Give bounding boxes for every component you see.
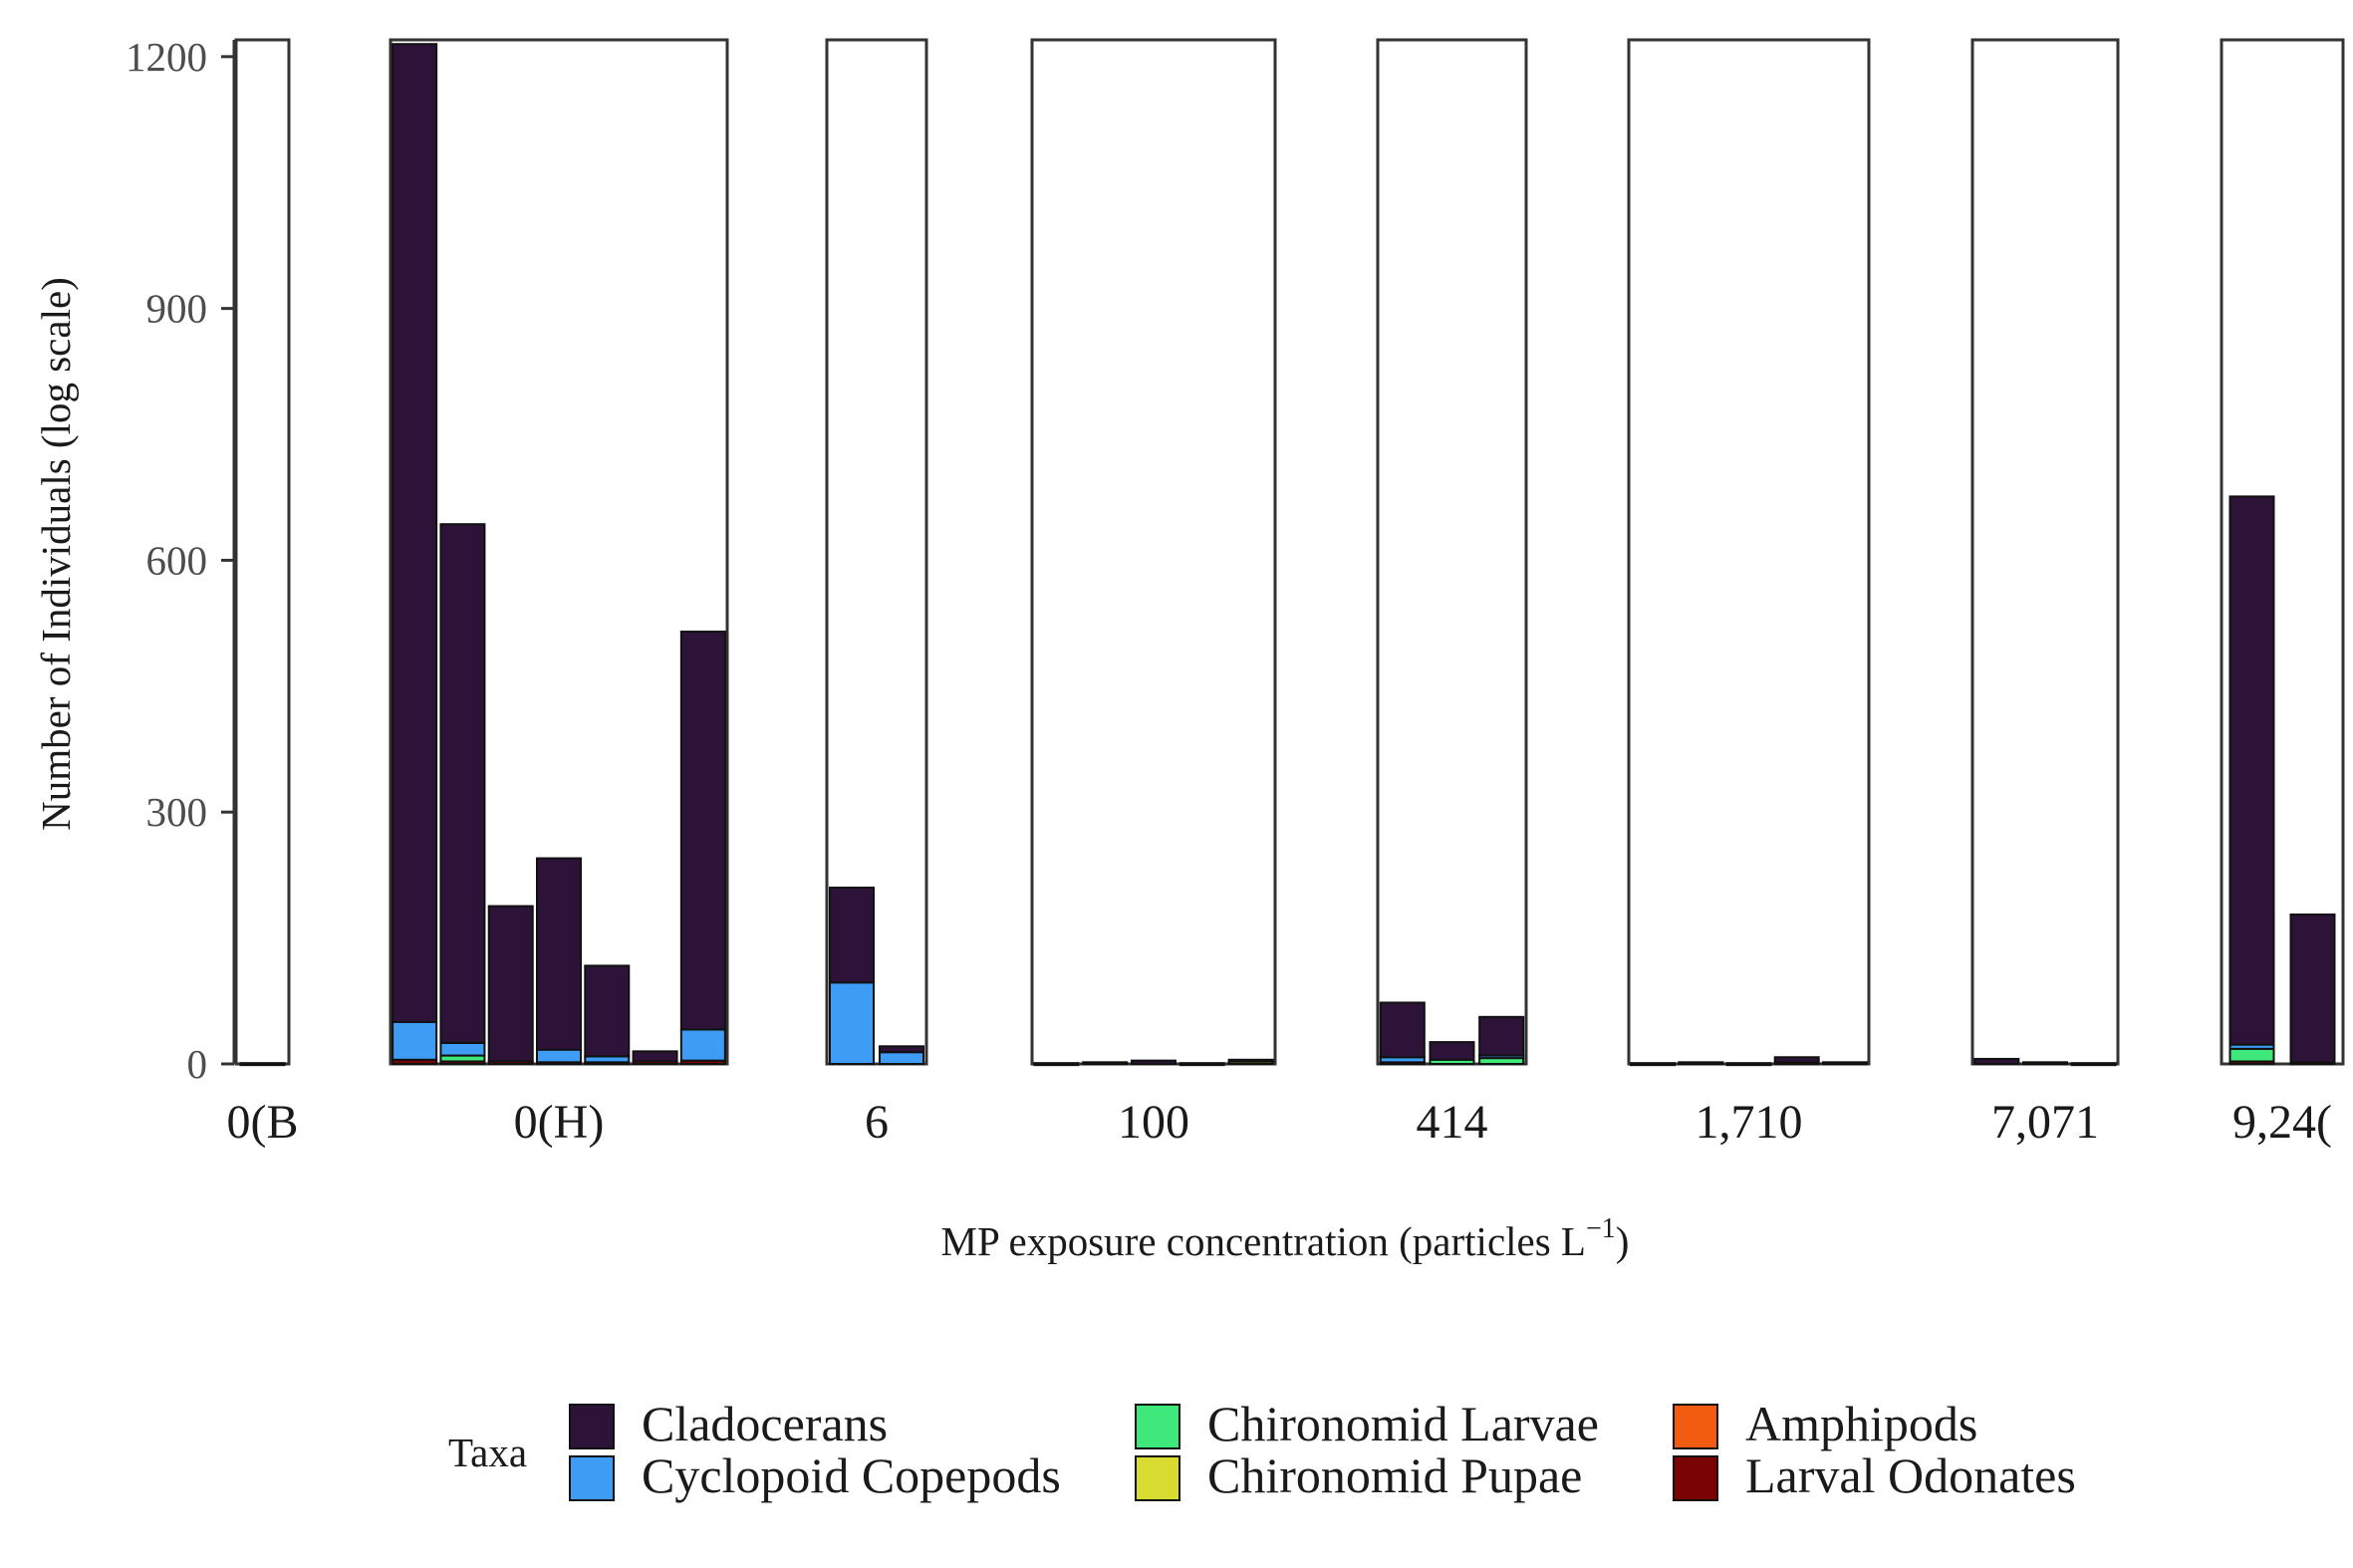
bar-segment <box>2289 914 2336 1064</box>
y-tick-label: 600 <box>146 537 208 583</box>
y-axis-title: Number of Individuals (log scale) <box>33 277 79 831</box>
bar-segment <box>1478 1015 1525 1057</box>
facet-panel-border <box>1970 38 2120 1066</box>
bar-segment <box>879 1051 924 1065</box>
bar-segment <box>439 1041 486 1057</box>
legend-item: Chironomid Larvae <box>1135 1396 1599 1451</box>
x-axis-title: MP exposure concentration (particles L−1… <box>941 1213 1630 1264</box>
legend-item: Larval Odonates <box>1673 1447 2076 1503</box>
facet-panel: 100 <box>1030 38 1277 1149</box>
bar-segment <box>487 905 534 1063</box>
legend-label: Larval Odonates <box>1745 1447 2076 1503</box>
bar-segment <box>829 981 875 1065</box>
bar-segment <box>239 1062 286 1067</box>
bar-segment <box>1630 1062 1677 1067</box>
legend-item: Cyclopoid Copepods <box>569 1447 1061 1503</box>
facet-label: 414 <box>1417 1096 1488 1149</box>
bar-segment <box>679 631 726 1031</box>
legend-swatch <box>1673 1404 1718 1449</box>
facet-label: 0(H) <box>514 1096 605 1149</box>
legend-label: Amphipods <box>1745 1396 1977 1451</box>
bar-segment <box>679 1028 726 1062</box>
bar-segment <box>2070 1062 2117 1067</box>
facet-panel-border <box>1627 38 1871 1066</box>
y-axis: 0 300 600 900 1200 <box>126 34 236 1087</box>
facet-label: 1,710 <box>1696 1096 1803 1149</box>
bar-segment <box>1379 1001 1426 1059</box>
bar-segment <box>632 1050 678 1063</box>
facet-panel-border <box>234 38 291 1066</box>
legend-swatch <box>1135 1404 1180 1449</box>
x-axis-title-superscript: −1 <box>1586 1213 1616 1244</box>
facet-label: 0(B <box>227 1096 299 1149</box>
legend-label: Chironomid Pupae <box>1207 1447 1582 1503</box>
legend-label: Cyclopoid Copepods <box>642 1447 1061 1503</box>
bar-segment <box>1429 1041 1475 1061</box>
facet-label: 9,24( <box>2232 1096 2332 1149</box>
legend-swatch <box>569 1455 615 1501</box>
bar-segment <box>1131 1059 1176 1066</box>
x-axis-title-close: ) <box>1616 1218 1630 1264</box>
bar-segment <box>879 1045 924 1054</box>
bar-segment <box>392 1020 438 1061</box>
bar-segment <box>439 523 486 1044</box>
y-tick-label: 1200 <box>126 34 207 80</box>
bar-segment <box>829 887 875 984</box>
facet-panel-border <box>1030 38 1277 1066</box>
y-tick-label: 0 <box>187 1041 208 1087</box>
legend-item: Amphipods <box>1673 1396 1977 1451</box>
bar-segment <box>1821 1061 1868 1066</box>
bar-segment <box>2228 495 2275 1046</box>
bar-segment <box>1227 1058 1274 1063</box>
bar-segment <box>584 964 631 1058</box>
legend-label: Cladocerans <box>642 1396 888 1451</box>
facet-panel: 0(B <box>227 38 299 1149</box>
bar-segment <box>2022 1061 2068 1066</box>
legend-item: Chironomid Pupae <box>1135 1447 1582 1503</box>
bar-segment <box>1082 1061 1129 1066</box>
y-tick-label: 300 <box>146 789 208 835</box>
legend-swatch <box>1673 1455 1718 1501</box>
facet-label: 100 <box>1118 1096 1189 1149</box>
facet-panel: 414 <box>1376 38 1528 1149</box>
legend-title: Taxa <box>448 1430 527 1475</box>
facet-panels: 0(B 0(H) 6 100 414 1,710 7,071 9,24( <box>227 38 2345 1149</box>
bar-segment <box>1033 1062 1080 1067</box>
y-tick-label: 900 <box>146 286 208 332</box>
facet-label: 7,071 <box>1991 1096 2099 1149</box>
facet-panel: 0(H) <box>389 38 729 1149</box>
bar-segment <box>1178 1062 1225 1067</box>
bar-segment <box>1973 1057 2020 1065</box>
facet-panel: 9,24( <box>2220 38 2345 1149</box>
legend-label: Chironomid Larvae <box>1207 1396 1599 1451</box>
bar-segment <box>536 857 582 1051</box>
facet-panel: 6 <box>825 38 928 1149</box>
legend-swatch <box>1135 1455 1180 1501</box>
bar-segment <box>1725 1062 1772 1067</box>
bar-segment <box>2228 1047 2275 1063</box>
x-axis-title-text: MP exposure concentration (particles L <box>941 1218 1586 1264</box>
bar-segment <box>536 1048 582 1064</box>
facet-panel-border <box>1376 38 1528 1066</box>
bar-segment <box>392 43 438 1023</box>
facet-panel: 1,710 <box>1627 38 1871 1149</box>
facet-panel: 7,071 <box>1970 38 2120 1149</box>
legend-item: Cladocerans <box>569 1396 888 1451</box>
bar-segment <box>1773 1056 1820 1064</box>
bar-segment <box>1678 1061 1724 1066</box>
facet-label: 6 <box>865 1096 889 1149</box>
legend-swatch <box>569 1404 615 1449</box>
